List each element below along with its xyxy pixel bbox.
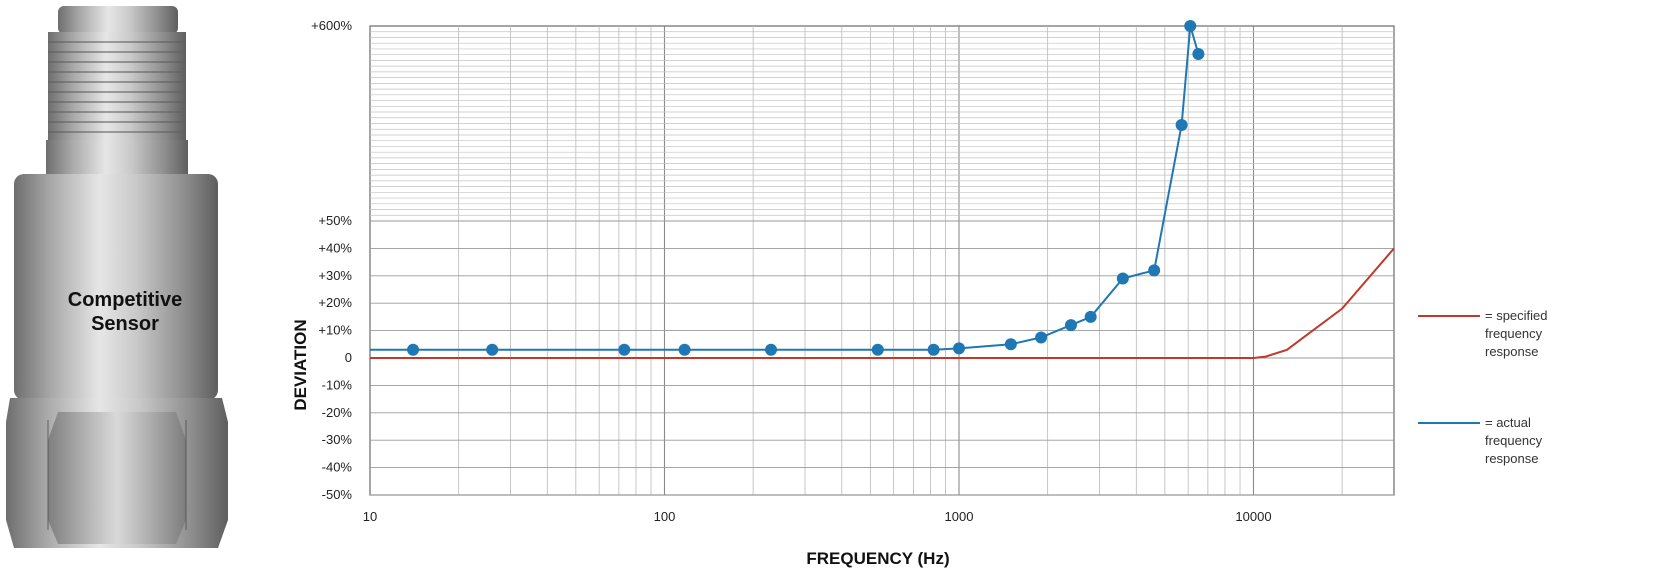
actual-response-point bbox=[1148, 264, 1161, 277]
chart-legend: = specified frequency response = actual freq… bbox=[1418, 308, 1548, 466]
y-tick-label: +40% bbox=[318, 240, 352, 255]
legend-label-line: response bbox=[1485, 344, 1538, 359]
actual-response-point bbox=[1084, 310, 1097, 323]
chart-grid bbox=[369, 25, 1395, 496]
actual-response-point bbox=[1184, 20, 1197, 32]
actual-response-point bbox=[1004, 338, 1017, 351]
legend-label-line: = specified bbox=[1485, 308, 1548, 323]
y-axis-title: DEVIATION bbox=[291, 319, 310, 410]
actual-response-point bbox=[1035, 331, 1048, 344]
actual-response-point bbox=[1175, 118, 1188, 131]
y-tick-label: +600% bbox=[311, 18, 352, 33]
sensor-label: Competitive Sensor bbox=[30, 288, 220, 336]
x-tick-label: 10 bbox=[363, 509, 377, 524]
y-tick-label: -30% bbox=[322, 432, 353, 447]
actual-response-point bbox=[1116, 272, 1129, 285]
y-tick-label: -50% bbox=[322, 487, 353, 502]
y-tick-label: -20% bbox=[322, 405, 353, 420]
actual-response-point bbox=[871, 343, 884, 356]
x-tick-label: 10000 bbox=[1235, 509, 1271, 524]
x-tick-label: 1000 bbox=[945, 509, 974, 524]
actual-response-point bbox=[486, 343, 499, 356]
y-tick-label: +20% bbox=[318, 295, 352, 310]
actual-response-point bbox=[1064, 319, 1077, 332]
y-tick-label: 0 bbox=[345, 350, 352, 365]
actual-response-point bbox=[765, 343, 778, 356]
sensor-illustration bbox=[6, 6, 228, 548]
x-tick-label: 100 bbox=[654, 509, 676, 524]
legend-label-line: frequency bbox=[1485, 326, 1543, 341]
chart-series bbox=[370, 20, 1395, 359]
specified-response-line bbox=[370, 247, 1395, 359]
actual-response-point bbox=[407, 343, 420, 356]
x-axis-title: FREQUENCY (Hz) bbox=[806, 549, 949, 568]
actual-response-line bbox=[370, 25, 1200, 351]
legend-label-line: frequency bbox=[1485, 433, 1543, 448]
competitive-sensor-image: Competitive Sensor bbox=[0, 0, 250, 580]
y-tick-label: +50% bbox=[318, 213, 352, 228]
actual-response-point bbox=[1192, 47, 1205, 60]
actual-response-point bbox=[952, 342, 965, 355]
y-tick-label: -40% bbox=[322, 460, 353, 475]
y-tick-label: +10% bbox=[318, 323, 352, 338]
legend-label-line: = actual bbox=[1485, 415, 1531, 430]
chart-tick-labels: +600% +50% +40% +30% +20% +10% 0 -10% -20% -30% -4… bbox=[311, 18, 1271, 524]
sensor-label-line-1: Competitive bbox=[67, 289, 183, 311]
actual-response-point bbox=[678, 343, 691, 356]
actual-response-point bbox=[927, 343, 940, 356]
sensor-label-line-2: Sensor bbox=[91, 313, 159, 335]
legend-label-line: response bbox=[1485, 451, 1538, 466]
y-tick-label: +30% bbox=[318, 268, 352, 283]
y-tick-label: -10% bbox=[322, 377, 353, 392]
actual-response-point bbox=[618, 343, 631, 356]
